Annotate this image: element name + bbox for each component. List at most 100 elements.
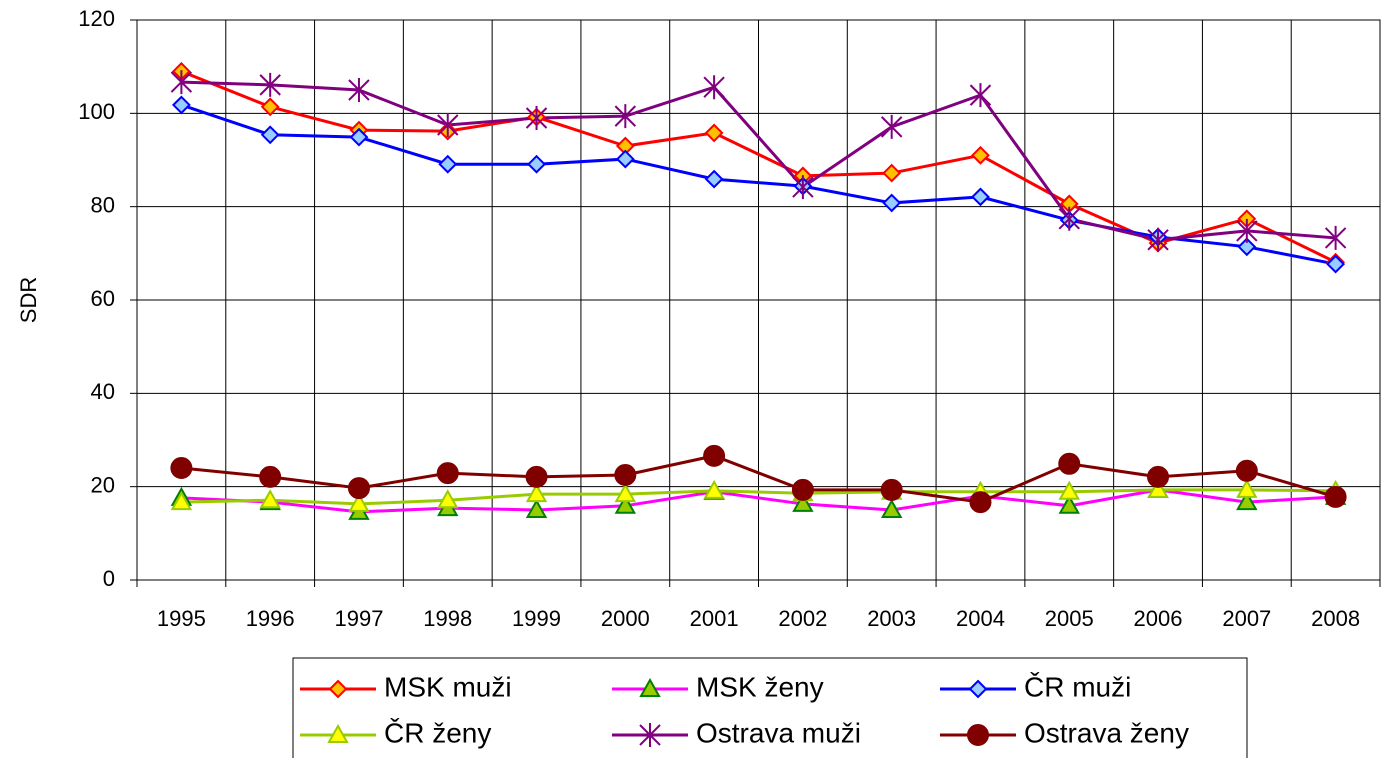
marker xyxy=(1236,478,1258,498)
marker xyxy=(525,483,548,503)
marker xyxy=(704,123,724,143)
marker xyxy=(525,498,548,518)
marker xyxy=(349,127,369,147)
marker xyxy=(614,104,637,129)
legend-label: ČR muži xyxy=(1024,671,1131,702)
marker xyxy=(639,723,661,747)
marker xyxy=(328,679,348,699)
y-tick-label: 40 xyxy=(91,379,115,404)
marker xyxy=(791,478,814,501)
marker xyxy=(971,145,990,165)
legend-label: ČR ženy xyxy=(384,717,491,748)
marker xyxy=(438,154,458,174)
plot-frame xyxy=(136,19,1381,581)
x-tick-label: 2006 xyxy=(1134,606,1183,631)
x-tick-label: 2002 xyxy=(778,606,827,631)
marker xyxy=(1236,491,1258,511)
marker xyxy=(259,465,282,488)
marker xyxy=(614,494,637,514)
marker xyxy=(348,78,370,102)
marker xyxy=(969,491,992,514)
legend: MSK muži MSK ženy ČR muži ČR ženy Ostrava mu… xyxy=(292,657,1248,758)
marker xyxy=(171,95,191,115)
marker xyxy=(1058,480,1080,500)
legend-label: Ostrava muži xyxy=(696,717,861,748)
marker xyxy=(327,723,349,743)
legend-label: Ostrava ženy xyxy=(1024,717,1189,748)
marker xyxy=(969,83,992,108)
y-tick-label: 80 xyxy=(91,192,115,217)
marker xyxy=(347,477,370,500)
marker xyxy=(792,492,814,512)
x-tick-label: 2003 xyxy=(867,606,916,631)
y-tick-label: 100 xyxy=(78,99,115,124)
marker xyxy=(880,478,903,501)
marker xyxy=(1058,206,1080,231)
legend-label: MSK muži xyxy=(384,671,512,702)
y-axis-label: SDR xyxy=(16,277,41,323)
marker xyxy=(614,464,637,486)
series-line xyxy=(180,103,1336,266)
series-line xyxy=(181,454,1337,504)
x-tick-label: 1997 xyxy=(334,606,383,631)
series-line xyxy=(181,488,1336,506)
marker xyxy=(527,154,546,174)
marker xyxy=(703,479,725,499)
series-line xyxy=(181,488,1336,514)
marker xyxy=(1236,218,1258,243)
marker xyxy=(971,187,990,207)
marker xyxy=(703,75,725,100)
marker xyxy=(967,724,989,746)
x-tick-label: 2004 xyxy=(956,606,1005,631)
marker xyxy=(259,72,281,97)
y-tick-label: 0 xyxy=(103,566,115,591)
marker xyxy=(1147,465,1170,488)
marker xyxy=(614,483,637,503)
y-tick-label: 60 xyxy=(91,286,115,311)
legend-label: MSK ženy xyxy=(696,671,824,702)
marker xyxy=(1235,459,1258,482)
marker xyxy=(968,679,988,699)
x-tick-label: 1998 xyxy=(423,606,472,631)
marker xyxy=(615,149,635,169)
marker xyxy=(260,97,280,117)
x-tick-label: 1999 xyxy=(512,606,561,631)
marker xyxy=(1147,227,1169,252)
marker xyxy=(882,193,902,213)
marker xyxy=(170,70,193,95)
marker xyxy=(525,106,548,130)
y-tick-label: 120 xyxy=(78,6,115,31)
marker xyxy=(1324,485,1347,508)
marker xyxy=(882,163,902,183)
marker xyxy=(170,457,193,479)
x-tick-label: 1995 xyxy=(157,606,206,631)
marker xyxy=(437,489,459,509)
marker xyxy=(525,465,548,488)
marker xyxy=(880,114,903,139)
marker xyxy=(1324,225,1347,250)
marker xyxy=(1058,452,1081,475)
y-tick-label: 20 xyxy=(91,472,115,497)
x-tick-label: 2005 xyxy=(1045,606,1094,631)
marker xyxy=(880,498,903,518)
marker xyxy=(703,444,726,467)
marker xyxy=(1237,237,1257,257)
marker xyxy=(436,462,459,485)
marker xyxy=(1326,254,1346,274)
marker xyxy=(704,169,724,189)
marker xyxy=(437,113,459,137)
marker xyxy=(1147,478,1169,498)
x-tick-label: 1996 xyxy=(246,606,295,631)
marker xyxy=(348,492,370,512)
legend-frame xyxy=(292,657,1248,758)
marker xyxy=(639,677,661,697)
marker xyxy=(170,491,193,511)
marker xyxy=(792,175,814,200)
x-tick-label: 2007 xyxy=(1222,606,1271,631)
marker xyxy=(260,125,280,145)
marker xyxy=(259,489,281,509)
x-tick-label: 2008 xyxy=(1311,606,1360,631)
series-line xyxy=(181,80,1336,242)
